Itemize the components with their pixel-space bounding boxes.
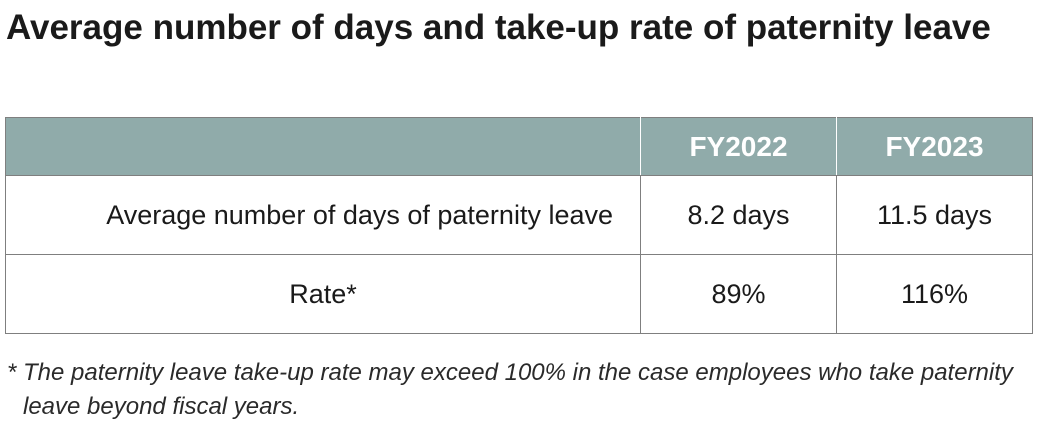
cell-rate-fy2022: 89%	[640, 254, 837, 334]
footnote-text: * The paternity leave take-up rate may e…	[7, 359, 1013, 420]
table-header-fy2022: FY2022	[640, 117, 837, 176]
paternity-leave-table: FY2022 FY2023 Average number of days of …	[5, 117, 1033, 334]
table-row: Rate* 89% 116%	[5, 254, 1033, 334]
table-header-row: FY2022 FY2023	[5, 117, 1033, 176]
table-header-fy2023: FY2023	[836, 117, 1033, 176]
cell-rate-fy2023: 116%	[836, 254, 1033, 334]
cell-average-days-fy2023: 11.5 days	[836, 175, 1033, 255]
cell-average-days-fy2022: 8.2 days	[640, 175, 837, 255]
page-title: Average number of days and take-up rate …	[6, 8, 991, 47]
row-label-rate: Rate*	[5, 254, 641, 334]
table-header-blank	[5, 117, 641, 176]
table-row: Average number of days of paternity leav…	[5, 175, 1033, 255]
footnote: * The paternity leave take-up rate may e…	[7, 356, 1017, 424]
row-label-average-days: Average number of days of paternity leav…	[5, 175, 641, 255]
